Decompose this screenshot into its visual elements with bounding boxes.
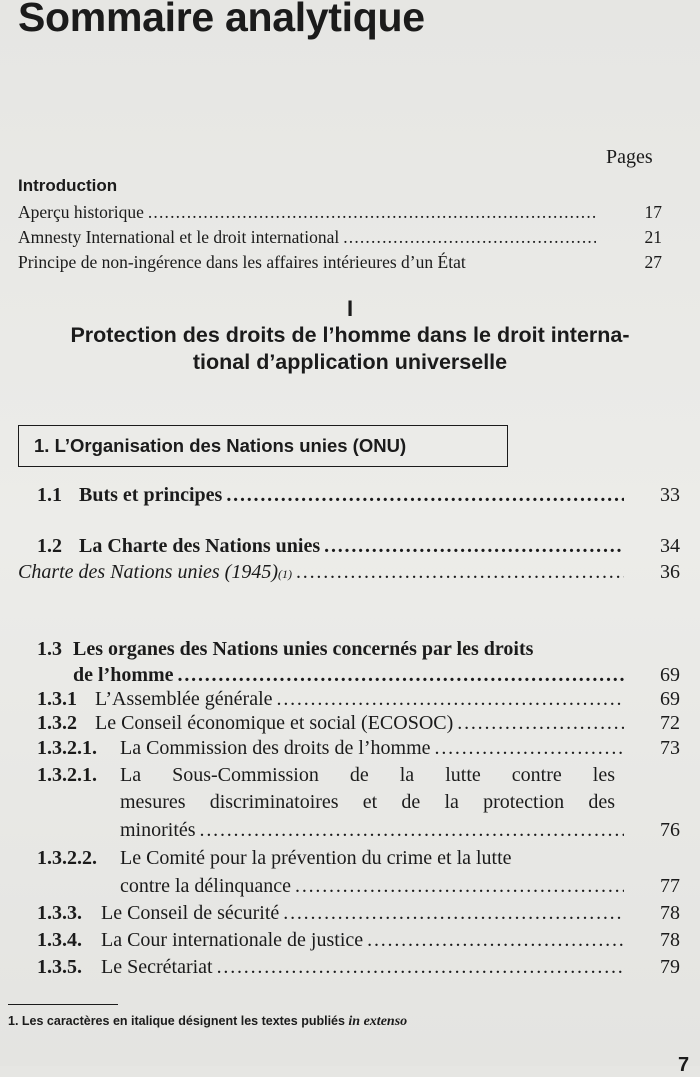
entry-page: 69	[660, 688, 680, 710]
dot-leader	[435, 735, 624, 761]
part-number: I	[346, 296, 354, 321]
toc-entry: 1.3.3. Le Conseil de sécurité 78	[37, 900, 680, 926]
dot-leader	[295, 873, 624, 899]
entry-title: Le Secrétariat	[101, 956, 213, 978]
toc-entry-line: minorités 76	[120, 817, 680, 843]
entry-number: 1.3.3.	[37, 902, 82, 924]
toc-entry: Aperçu historique 17	[18, 199, 662, 225]
entry-number: 1.3.2.1.	[37, 764, 97, 786]
entry-title: de l’homme	[73, 664, 174, 686]
dot-leader	[343, 224, 596, 250]
entry-title: L’Assemblée générale	[95, 688, 273, 710]
entry-page: 34	[660, 535, 680, 557]
entry-title: Principe de non-ingérence dans les affai…	[18, 252, 466, 272]
page-number: 7	[678, 1054, 690, 1076]
toc-entry: 1.3.1 L’Assemblée générale 69	[37, 686, 680, 712]
entry-number: 1.3.2	[37, 712, 77, 734]
toc-entry: 1.3.5. Le Secrétariat 79	[37, 954, 680, 980]
entry-number: 1.3.4.	[37, 929, 82, 951]
toc-entry-line: de l’homme 69	[73, 662, 680, 688]
entry-page: 79	[660, 956, 680, 978]
toc-entry: 1.3.2.1. La Commission des droits de l’ho…	[37, 735, 680, 761]
entry-title: La Charte des Nations unies	[79, 535, 321, 557]
dot-leader	[457, 710, 624, 736]
entry-title: mesures discriminatoires et de la protec…	[120, 791, 615, 813]
page-title: Sommaire analytique	[18, 0, 425, 40]
dot-leader	[277, 686, 624, 712]
chapter-box: 1. L’Organisation des Nations unies (ONU…	[18, 425, 508, 467]
toc-entry-line: 1.3 Les organes des Nations unies concern…	[37, 636, 680, 662]
entry-number: 1.3.2.1.	[37, 737, 97, 759]
toc-entry: 1.2 La Charte des Nations unies 34	[37, 533, 680, 559]
entry-page: 36	[660, 561, 680, 583]
entry-page: 77	[660, 875, 680, 897]
footnote: 1. Les caractères en italique désignent …	[8, 1014, 407, 1030]
introduction-heading: Introduction	[18, 176, 118, 195]
entry-number: 1.3.2.2.	[37, 847, 97, 869]
dot-leader	[226, 482, 624, 508]
toc-entry: 1.1 Buts et principes 33	[37, 482, 680, 508]
toc-entry-line: 1.3.2.2. Le Comité pour la prévention du …	[37, 845, 615, 871]
dot-leader	[367, 927, 624, 953]
entry-page: 27	[644, 252, 663, 272]
entry-title: Aperçu historique	[18, 202, 144, 222]
dot-leader	[296, 559, 624, 585]
dot-leader	[148, 199, 596, 225]
entry-page: 73	[660, 737, 680, 759]
entry-number: 1.1	[37, 484, 62, 506]
dot-leader	[178, 662, 624, 688]
toc-entry: Amnesty International et le droit intern…	[18, 224, 662, 250]
entry-page: 69	[660, 664, 680, 686]
entry-title: Le Comité pour la prévention du crime et…	[120, 847, 512, 869]
entry-page: 72	[660, 712, 680, 734]
entry-title: contre la délinquance	[120, 875, 292, 897]
entry-page: 21	[644, 227, 663, 247]
part-title-line: Protection des droits de l’homme dans le…	[70, 323, 630, 347]
dot-leader	[283, 900, 624, 926]
entry-number: 1.3.5.	[37, 956, 82, 978]
dot-leader	[217, 954, 624, 980]
entry-page: 78	[660, 902, 680, 924]
pages-column-label: Pages	[606, 146, 653, 168]
footnote-text: 1. Les caractères en italique désignent …	[8, 1014, 349, 1028]
chapter-title: 1. L’Organisation des Nations unies (ONU…	[34, 435, 407, 456]
entry-title: Charte des Nations unies (1945)	[18, 561, 278, 583]
toc-entry: 1.3.4. La Cour internationale de justice 7…	[37, 927, 680, 953]
dot-leader	[324, 533, 624, 559]
entry-number: 1.3.1	[37, 688, 77, 710]
toc-entry-line: mesures discriminatoires et de la protec…	[120, 789, 615, 815]
entry-title: minorités	[120, 819, 196, 841]
toc-entry: Principe de non-ingérence dans les affai…	[18, 249, 662, 275]
entry-title: Le Conseil de sécurité	[101, 902, 280, 924]
dot-leader	[200, 817, 624, 843]
toc-entry-line: contre la délinquance 77	[120, 873, 680, 899]
entry-page: 17	[644, 202, 663, 222]
entry-title: La Cour internationale de justice	[101, 929, 364, 951]
entry-number: 1.3	[37, 638, 62, 660]
entry-page: 78	[660, 929, 680, 951]
entry-title: Buts et principes	[79, 484, 223, 506]
entry-page: 76	[660, 819, 680, 841]
footnote-italic: in extenso	[348, 1014, 408, 1029]
footnote-divider	[8, 1004, 118, 1005]
entry-title: Amnesty International et le droit intern…	[18, 227, 340, 247]
toc-entry: Charte des Nations unies (1945)(1) 36	[18, 559, 680, 587]
part-title-line: tional d’application universelle	[192, 350, 508, 374]
entry-title: Le Conseil économique et social (ECOSOC)	[95, 712, 454, 734]
footnote-ref: (1)	[278, 567, 292, 581]
entry-page: 33	[660, 484, 680, 506]
toc-entry: 1.3.2 Le Conseil économique et social (EC…	[37, 710, 680, 736]
entry-title: La Commission des droits de l’homme	[120, 737, 431, 759]
entry-number: 1.2	[37, 535, 62, 557]
entry-title: Les organes des Nations unies concernés …	[73, 638, 534, 660]
toc-entry-line: 1.3.2.1. La Sous-Commission de la lutte c…	[37, 762, 615, 788]
entry-title: La Sous-Commission de la lutte contre le…	[120, 764, 615, 786]
